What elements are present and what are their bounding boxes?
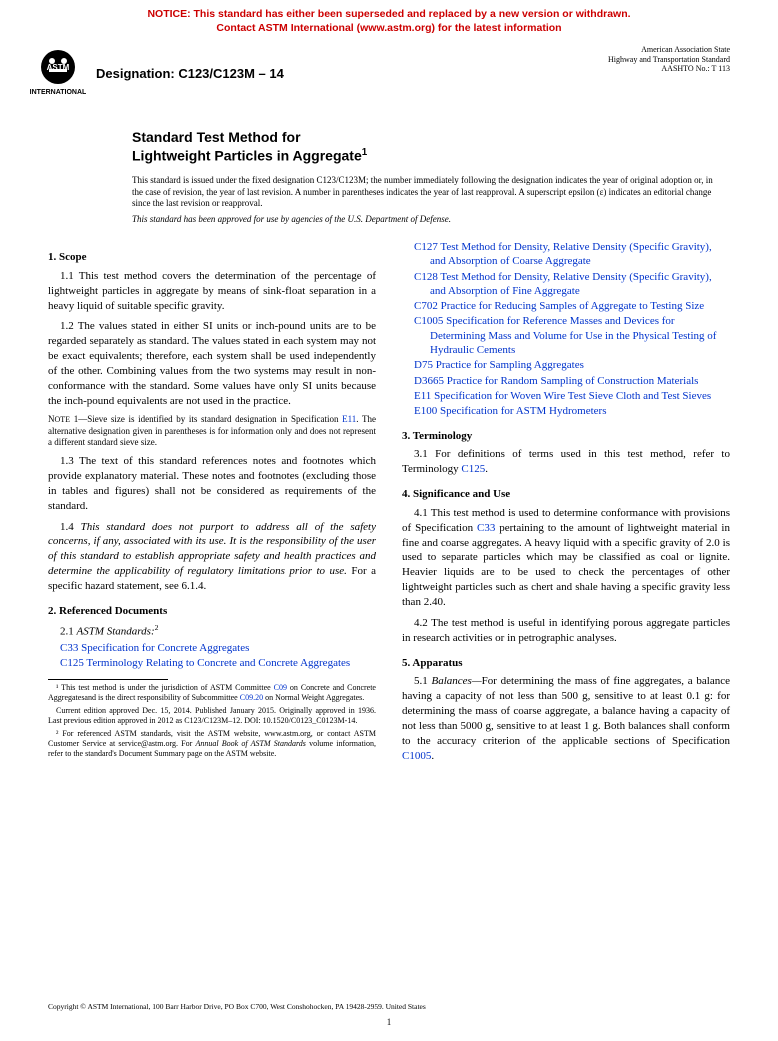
ref-c702: C702 Practice for Reducing Samples of Ag… <box>402 299 730 313</box>
ref-d75: D75 Practice for Sampling Aggregates <box>402 358 730 372</box>
scope-heading: 1. Scope <box>48 250 376 265</box>
document-title: Standard Test Method for Lightweight Par… <box>132 129 778 165</box>
issuance-note: This standard is issued under the fixed … <box>132 175 718 210</box>
right-column: C127 Test Method for Density, Relative D… <box>402 240 730 769</box>
ref-c125: C125 Terminology Relating to Concrete an… <box>48 656 376 670</box>
page-number: 1 <box>387 1017 392 1027</box>
footnote-2: ² For referenced ASTM standards, visit t… <box>48 729 376 759</box>
footnote-1: ¹ This test method is under the jurisdic… <box>48 683 376 703</box>
footnote-1b: Current edition approved Dec. 15, 2014. … <box>48 706 376 726</box>
ref-c33: C33 Specification for Concrete Aggregate… <box>48 641 376 655</box>
para-3-1: 3.1 For definitions of terms used in thi… <box>402 447 730 477</box>
body-columns: 1. Scope 1.1 This test method covers the… <box>0 240 778 769</box>
assoc-line2: Highway and Transportation Standard <box>608 55 730 65</box>
link-c1005[interactable]: C1005 <box>414 315 443 327</box>
ref-e11: E11 Specification for Woven Wire Test Si… <box>402 389 730 403</box>
link-c33[interactable]: C33 <box>60 642 78 654</box>
title-line1: Standard Test Method for <box>132 129 778 147</box>
astm-logo-icon: INTERNATIONAL ASTM <box>30 45 86 101</box>
notice-line2: Contact ASTM International (www.astm.org… <box>40 22 738 36</box>
ref-c127: C127 Test Method for Density, Relative D… <box>402 240 730 269</box>
link-d3665[interactable]: D3665 <box>414 375 444 387</box>
significance-heading: 4. Significance and Use <box>402 487 730 502</box>
link-c33-2[interactable]: C33 <box>477 522 495 534</box>
svg-text:INTERNATIONAL: INTERNATIONAL <box>30 89 86 96</box>
document-header: INTERNATIONAL ASTM Designation: C123/C12… <box>0 39 778 101</box>
title-line2: Lightweight Particles in Aggregate1 <box>132 147 778 165</box>
copyright-line: Copyright © ASTM International, 100 Barr… <box>48 1002 426 1011</box>
ref-c128: C128 Test Method for Density, Relative D… <box>402 270 730 299</box>
terminology-heading: 3. Terminology <box>402 429 730 444</box>
assoc-line3: AASHTO No.: T 113 <box>608 64 730 74</box>
logo-designation-block: INTERNATIONAL ASTM Designation: C123/C12… <box>30 45 284 101</box>
note-1: NOTENote 1—Sieve size is identified by i… <box>48 414 376 448</box>
link-c125[interactable]: C125 <box>60 657 84 669</box>
link-c127[interactable]: C127 <box>414 241 438 253</box>
link-c128[interactable]: C128 <box>414 271 438 283</box>
ref-e100: E100 Specification for ASTM Hydrometers <box>402 404 730 418</box>
link-c1005-2[interactable]: C1005 <box>402 750 431 762</box>
link-c125-2[interactable]: C125 <box>461 463 485 475</box>
link-e11[interactable]: E11 <box>342 414 356 424</box>
para-1-1: 1.1 This test method covers the determin… <box>48 269 376 314</box>
svg-text:ASTM: ASTM <box>47 63 70 72</box>
para-1-2: 1.2 The values stated in either SI units… <box>48 319 376 408</box>
association-block: American Association State Highway and T… <box>608 45 730 74</box>
para-4-1: 4.1 This test method is used to determin… <box>402 506 730 610</box>
notice-line1: NOTICE: This standard has either been su… <box>40 8 738 22</box>
ref-d3665: D3665 Practice for Random Sampling of Co… <box>402 374 730 388</box>
link-e11-2[interactable]: E11 <box>414 390 431 402</box>
supersession-notice: NOTICE: This standard has either been su… <box>0 0 778 39</box>
para-5-1: 5.1 Balances—For determining the mass of… <box>402 674 730 763</box>
para-4-2: 4.2 The test method is useful in identif… <box>402 616 730 646</box>
assoc-line1: American Association State <box>608 45 730 55</box>
dod-approval-note: This standard has been approved for use … <box>132 214 718 224</box>
link-e100[interactable]: E100 <box>414 405 437 417</box>
link-d75[interactable]: D75 <box>414 359 433 371</box>
link-c702[interactable]: C702 <box>414 300 438 312</box>
refdocs-heading: 2. Referenced Documents <box>48 604 376 619</box>
designation-label: Designation: C123/C123M – 14 <box>96 66 284 81</box>
para-1-4: 1.4 This standard does not purport to ad… <box>48 520 376 594</box>
ref-c1005: C1005 Specification for Reference Masses… <box>402 314 730 357</box>
left-column: 1. Scope 1.1 This test method covers the… <box>48 240 376 769</box>
para-1-3: 1.3 The text of this standard references… <box>48 454 376 513</box>
para-2-1: 2.1 ASTM Standards:2 <box>48 623 376 640</box>
footnote-rule <box>48 679 168 680</box>
apparatus-heading: 5. Apparatus <box>402 656 730 671</box>
